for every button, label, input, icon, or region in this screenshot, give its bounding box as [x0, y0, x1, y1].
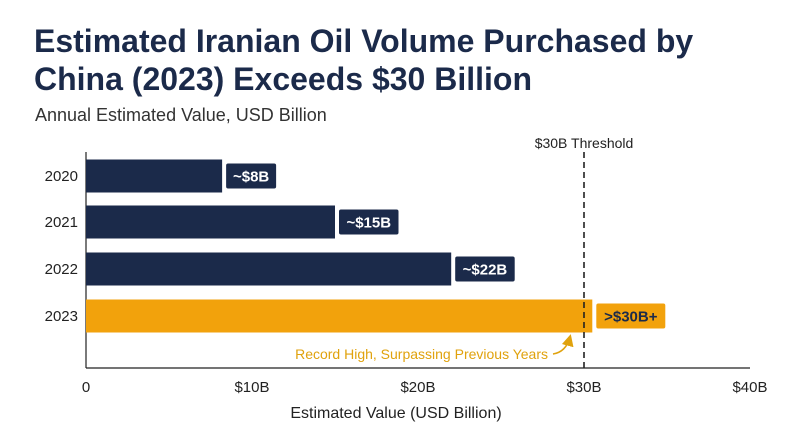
data-label-box — [339, 209, 399, 235]
x-tick-label: $20B — [400, 379, 435, 396]
data-label: ~$8B — [233, 169, 269, 186]
chart-title-main: Estimated Iranian Oil Volume Purchased b… — [34, 23, 694, 97]
chart-data-labels: ~$8B ~$15B ~$22B >$30B+ — [226, 163, 666, 329]
chart-subtitle: Annual Estimated Value, USD Billion — [35, 105, 327, 125]
bar — [86, 159, 223, 193]
data-label: ~$22B — [463, 262, 508, 279]
x-tick-label: $40B — [732, 379, 767, 396]
data-label-box — [226, 163, 277, 189]
category-label: 2020 — [45, 168, 78, 185]
chart-title: Estimated Iranian Oil Volume Purchased b… — [34, 22, 774, 98]
annotation-label: Record High, Surpassing Previous Years — [295, 346, 548, 362]
x-tick-label: $10B — [234, 379, 269, 396]
chart-overlay: $30B Threshold Record High, Surpassing Pr… — [295, 135, 633, 368]
chart-bars — [86, 159, 593, 333]
threshold-label: $30B Threshold — [535, 135, 634, 151]
bar — [86, 205, 335, 239]
x-tick-label: $30B — [566, 379, 601, 396]
data-label-box — [455, 256, 515, 282]
x-tick-label: 0 — [82, 379, 90, 396]
bar — [86, 252, 452, 286]
category-label: 2023 — [45, 308, 78, 325]
category-label: 2022 — [45, 261, 78, 278]
x-axis-title: Estimated Value (USD Billion) — [290, 405, 501, 422]
data-label: >$30B+ — [604, 309, 658, 326]
category-label: 2021 — [45, 214, 78, 231]
data-label-box — [596, 303, 666, 329]
data-label: ~$15B — [346, 215, 391, 232]
annotation-arrow — [552, 334, 574, 355]
chart-title-emphasis: Exceeds $30 Billion — [233, 61, 532, 97]
bar — [86, 299, 593, 333]
